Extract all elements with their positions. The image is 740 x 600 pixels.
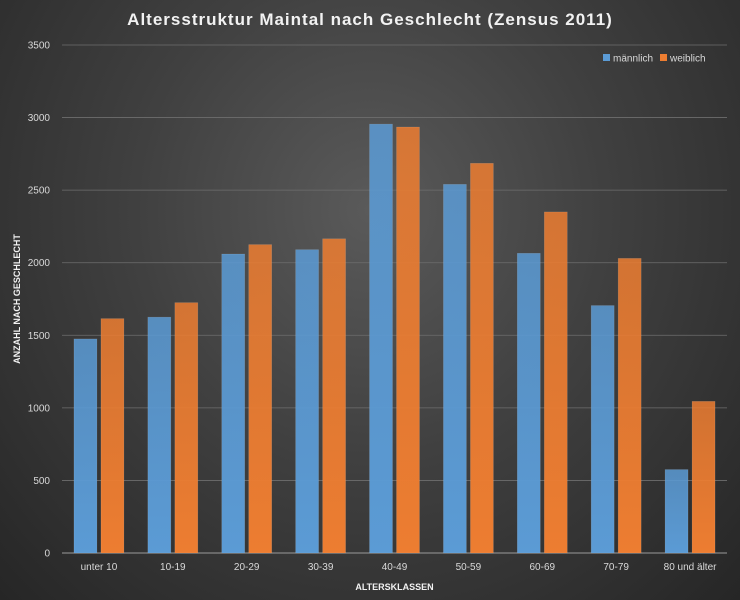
bar-weiblich: [543, 211, 568, 554]
bar-maennlich: [221, 253, 246, 554]
x-tick-label: 50-59: [456, 562, 482, 573]
y-tick-label: 0: [44, 549, 50, 560]
bar-maennlich: [147, 316, 172, 554]
bar-weiblich: [396, 126, 420, 554]
x-tick-label: 70-79: [603, 562, 629, 573]
y-tick-label: 1000: [28, 403, 51, 414]
x-tick-label: 80 und älter: [664, 562, 717, 573]
x-tick-label: 60-69: [529, 562, 555, 573]
y-tick-label: 500: [33, 476, 50, 487]
bar-maennlich: [369, 123, 393, 554]
x-tick-label: 30-39: [308, 562, 334, 573]
bar-maennlich: [590, 305, 615, 554]
x-axis-title: ALTERSKLASSEN: [355, 582, 433, 592]
bar-weiblich: [248, 244, 273, 554]
bar-weiblich: [617, 258, 642, 554]
bar-maennlich: [73, 338, 98, 554]
bar-weiblich: [100, 318, 125, 554]
bar-weiblich: [322, 238, 346, 554]
legend-swatch: [603, 54, 610, 61]
x-tick-label: unter 10: [81, 562, 118, 573]
legend-label: weiblich: [669, 54, 706, 65]
y-tick-label: 3500: [28, 41, 51, 52]
legend-swatch: [660, 54, 667, 61]
bar-weiblich: [470, 162, 494, 554]
x-tick-label: 10-19: [160, 562, 186, 573]
y-tick-label: 2000: [28, 258, 51, 269]
chart-title: Altersstruktur Maintal nach Geschlecht (…: [127, 10, 613, 29]
y-tick-label: 1500: [28, 331, 51, 342]
bar-weiblich: [174, 302, 199, 554]
bar-weiblich: [691, 401, 716, 554]
y-tick-label: 2500: [28, 186, 51, 197]
x-tick-label: 40-49: [382, 562, 408, 573]
y-tick-label: 3000: [28, 113, 51, 124]
y-axis-title: ANZAHL NACH GESCHLECHT: [12, 234, 22, 364]
bar-maennlich: [516, 252, 541, 554]
legend-label: männlich: [613, 54, 653, 65]
x-tick-label: 20-29: [234, 562, 260, 573]
bar-maennlich: [664, 469, 689, 554]
bar-maennlich: [295, 249, 319, 554]
bar-maennlich: [443, 184, 467, 554]
